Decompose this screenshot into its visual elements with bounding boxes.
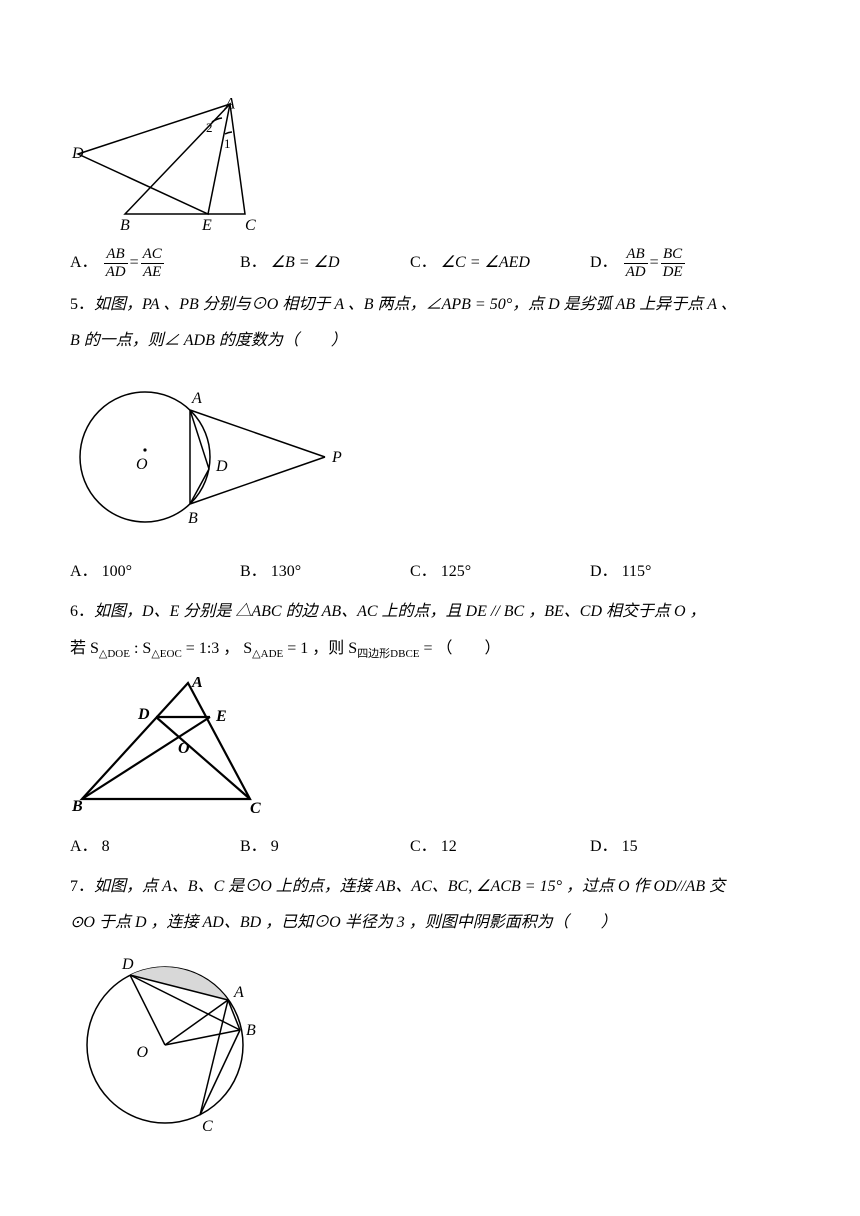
fraction: AB AD (104, 246, 128, 280)
option-label: C． (410, 832, 437, 862)
t: : S (130, 640, 151, 657)
t: 若 S (70, 640, 99, 657)
q7-text: 如图，点 A、B、C 是⊙O 上的点，连接 AB、AC、BC, ∠ACB = 1… (94, 878, 725, 895)
q5-option-b: B． 130° (240, 557, 410, 587)
svg-text:1: 1 (224, 136, 231, 151)
option-text: 15 (622, 832, 638, 862)
q6-number: 6． (70, 603, 94, 620)
svg-text:D: D (121, 956, 134, 973)
equals: = (650, 248, 659, 278)
fraction: AB AD (624, 246, 648, 280)
svg-text:C: C (202, 1118, 213, 1135)
option-text: 9 (271, 832, 279, 862)
q5-figure: A B D P O (70, 367, 790, 547)
q7-circle-diagram: O D A B C (70, 945, 270, 1140)
q5-number: 5． (70, 296, 94, 313)
t: = 1:3 ， S (182, 640, 252, 657)
option-text: 12 (441, 832, 457, 862)
option-label: A． (70, 248, 98, 278)
q5-text: 如图，PA 、PB 分别与⊙O 相切于 A 、B 两点，∠APB = 50°，点… (94, 296, 737, 313)
sub: 四边形DBCE (357, 648, 419, 660)
q4-option-d: D． AB AD = BC DE (590, 246, 750, 280)
q6-text: 如图，D、E 分别是 △ABC 的边 AB、AC 上的点，且 DE // BC … (94, 603, 706, 620)
svg-text:B: B (246, 1022, 256, 1039)
option-text: 100° (102, 557, 132, 587)
option-label: B． (240, 557, 267, 587)
q6-option-d: D． 15 (590, 832, 750, 862)
q4-option-c: C． ∠C = ∠AED (410, 246, 590, 280)
svg-text:E: E (201, 217, 212, 234)
option-label: A． (70, 557, 98, 587)
q6-option-a: A． 8 (70, 832, 240, 862)
q4-option-a: A． AB AD = AC AE (70, 246, 240, 280)
q5-circle-diagram: A B D P O (70, 367, 360, 547)
option-text: 130° (271, 557, 301, 587)
q5-text-line1: 5．如图，PA 、PB 分别与⊙O 相切于 A 、B 两点，∠APB = 50°… (70, 290, 790, 320)
sub: △DOE (99, 648, 130, 660)
svg-text:B: B (188, 510, 198, 527)
q7-number: 7． (70, 878, 94, 895)
svg-text:A: A (233, 984, 244, 1001)
t: = （ ） (420, 640, 501, 657)
q4-option-b: B． ∠B = ∠D (240, 246, 410, 280)
svg-text:E: E (215, 708, 227, 725)
svg-text:D: D (215, 458, 228, 475)
q5-option-c: C． 125° (410, 557, 590, 587)
svg-text:A: A (191, 677, 203, 691)
option-label: B． (240, 832, 267, 862)
q5-options: A． 100° B． 130° C． 125° D． 115° (70, 557, 790, 587)
option-text: 125° (441, 557, 471, 587)
option-label: D． (590, 832, 618, 862)
fraction: BC DE (661, 246, 685, 280)
q6-option-b: B． 9 (240, 832, 410, 862)
option-label: B． (240, 248, 267, 278)
svg-text:C: C (250, 800, 261, 817)
option-label: C． (410, 248, 437, 278)
svg-text:O: O (136, 456, 148, 473)
svg-text:C: C (245, 217, 256, 234)
option-label: A． (70, 832, 98, 862)
t: = 1 ，则 S (283, 640, 357, 657)
option-text: ∠B = ∠D (271, 248, 340, 278)
q5-option-d: D． 115° (590, 557, 750, 587)
q4-figure: A D B E C 1 2 (70, 96, 790, 236)
option-text: 8 (102, 832, 110, 862)
svg-text:D: D (137, 706, 150, 723)
sub: △ADE (252, 648, 283, 660)
q6-text-line2: 若 S△DOE : S△EOC = 1:3 ， S△ADE = 1 ，则 S四边… (70, 634, 790, 665)
svg-text:O: O (136, 1044, 148, 1061)
q7-text-line1: 7．如图，点 A、B、C 是⊙O 上的点，连接 AB、AC、BC, ∠ACB =… (70, 872, 790, 902)
svg-text:A: A (191, 390, 202, 407)
q6-figure: A D E O B C (70, 677, 790, 822)
q6-options: A． 8 B． 9 C． 12 D． 15 (70, 832, 790, 862)
option-text: 115° (622, 557, 652, 587)
svg-text:2: 2 (206, 120, 213, 135)
svg-text:O: O (178, 740, 190, 757)
q5-option-a: A． 100° (70, 557, 240, 587)
q7-text-line2: ⊙O 于点 D ，连接 AD、BD ，已知⊙O 半径为 3 ，则图中阴影面积为（… (70, 908, 790, 938)
svg-text:A: A (224, 96, 235, 112)
option-text: ∠C = ∠AED (441, 248, 530, 278)
svg-text:B: B (120, 217, 130, 234)
q6-triangle-diagram: A D E O B C (70, 677, 280, 822)
q7-figure: O D A B C (70, 945, 790, 1140)
option-label: D． (590, 557, 618, 587)
q4-options: A． AB AD = AC AE B． ∠B = ∠D C． ∠C = ∠AED… (70, 246, 790, 280)
fraction: AC AE (141, 246, 164, 280)
q6-text-line1: 6．如图，D、E 分别是 △ABC 的边 AB、AC 上的点，且 DE // B… (70, 597, 790, 627)
option-label: C． (410, 557, 437, 587)
svg-text:D: D (71, 145, 84, 162)
equals: = (130, 248, 139, 278)
svg-text:B: B (71, 798, 83, 815)
sub: △EOC (151, 648, 181, 660)
q6-option-c: C． 12 (410, 832, 590, 862)
q5-text-line2: B 的一点，则∠ ADB 的度数为（ ） (70, 326, 790, 356)
svg-text:P: P (331, 449, 342, 466)
option-label: D． (590, 248, 618, 278)
q4-triangle-diagram: A D B E C 1 2 (70, 96, 280, 236)
